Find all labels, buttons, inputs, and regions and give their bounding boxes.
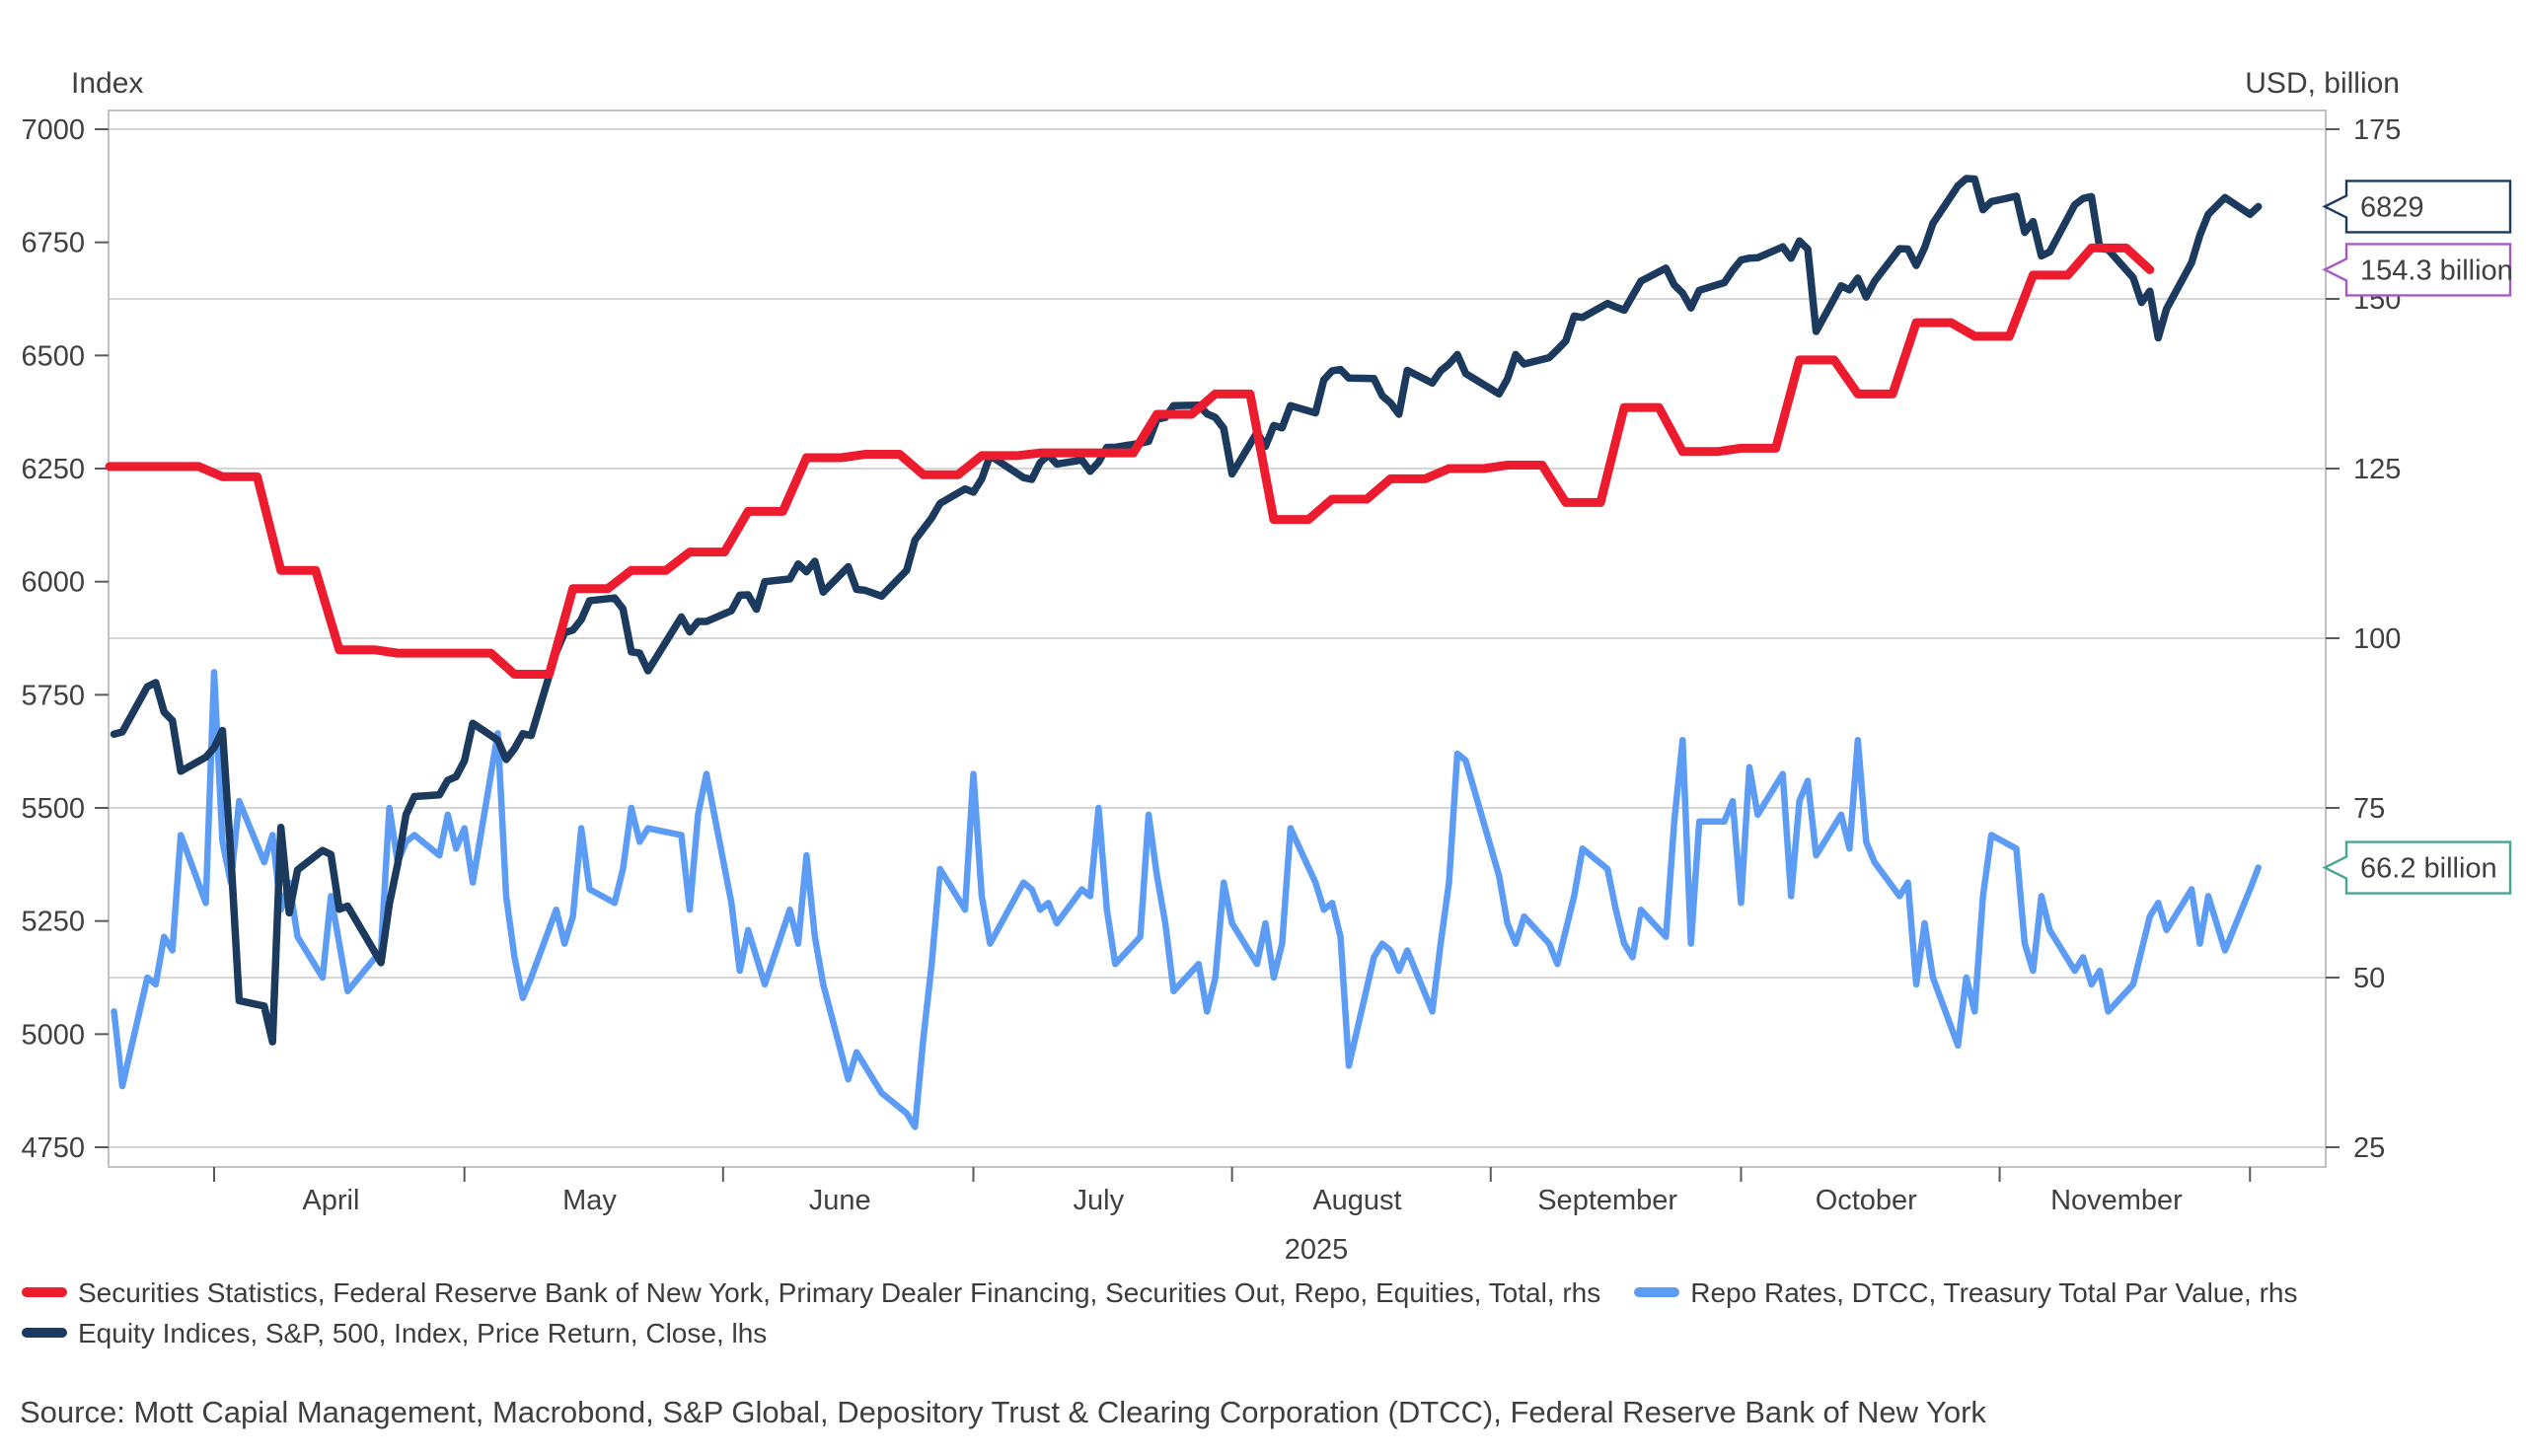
month-label: October [1816, 1185, 1917, 1216]
callout-box-sp500 [2322, 180, 2512, 234]
callout-value-sp500: 6829 [2360, 191, 2424, 223]
series-line-repo_equities [105, 243, 2155, 679]
month-label: July [1074, 1185, 1125, 1216]
left-tick-label: 6750 [21, 228, 85, 259]
right-tick-label: 125 [2353, 454, 2401, 485]
series-line-sp500 [110, 175, 2263, 1046]
legend-swatch-sp500 [22, 1327, 67, 1338]
left-tick-label: 5250 [21, 907, 85, 938]
month-label: September [1537, 1185, 1677, 1216]
left-tick-label: 4750 [21, 1132, 85, 1164]
legend-label-repo_equities: Securities Statistics, Federal Reserve B… [78, 1277, 1601, 1308]
left-tick-label: 5750 [21, 680, 85, 711]
left-tick-label: 6500 [21, 340, 85, 372]
chart-legend: Securities Statistics, Federal Reserve B… [22, 1273, 2508, 1353]
month-label: November [2050, 1185, 2183, 1216]
year-label: 2025 [1285, 1234, 1349, 1266]
right-axis-title: USD, billion [2245, 67, 2400, 100]
callout-box-repo_equities [2322, 243, 2512, 297]
legend-item-repo_rates: Repo Rates, DTCC, Treasury Total Par Val… [1634, 1273, 2297, 1313]
legend-label-repo_rates: Repo Rates, DTCC, Treasury Total Par Val… [1690, 1277, 2298, 1308]
left-tick-label: 5000 [21, 1019, 85, 1051]
right-tick-label: 25 [2353, 1132, 2385, 1164]
legend-item-sp500: Equity Indices, S&P, 500, Index, Price R… [22, 1313, 767, 1353]
legend-item-repo_equities: Securities Statistics, Federal Reserve B… [22, 1273, 1600, 1313]
left-tick-label: 6250 [21, 454, 85, 485]
right-tick-label: 50 [2353, 963, 2385, 994]
left-tick-label: 7000 [21, 114, 85, 146]
month-label: April [302, 1185, 359, 1216]
legend-swatch-repo_equities [22, 1286, 67, 1297]
right-tick-label: 75 [2353, 793, 2385, 825]
callout-box-repo_rates [2322, 840, 2512, 895]
left-tick-label: 6000 [21, 567, 85, 599]
right-tick-label: 100 [2353, 623, 2401, 655]
right-tick-label: 175 [2353, 114, 2401, 146]
legend-label-sp500: Equity Indices, S&P, 500, Index, Price R… [78, 1318, 768, 1348]
month-label: June [809, 1185, 871, 1216]
callout-value-repo_equities: 154.3 billion [2360, 255, 2513, 286]
source-text: Source: Mott Capial Management, Macrobon… [20, 1395, 1986, 1429]
callout-value-repo_rates: 66.2 billion [2360, 853, 2497, 885]
series-line-repo_rates [111, 669, 2262, 1130]
month-label: May [562, 1185, 617, 1216]
left-tick-label: 5500 [21, 793, 85, 825]
month-label: August [1312, 1185, 1401, 1216]
left-axis-title: Index [71, 67, 144, 100]
legend-swatch-repo_rates [1634, 1286, 1680, 1297]
